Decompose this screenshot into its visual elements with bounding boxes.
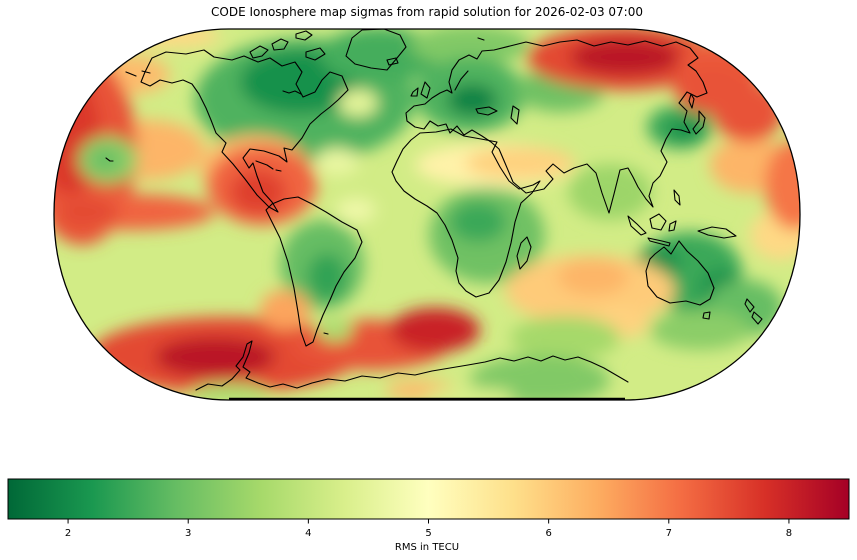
sigma-region-south-atlantic-core — [390, 308, 480, 352]
world-map — [53, 28, 801, 401]
sigma-region-antarctica-mid — [425, 388, 515, 400]
colorbar-tick-label: 6 — [545, 528, 551, 539]
sigma-region-right-edge-red — [765, 140, 800, 230]
sigma-region-mideast-orange-band — [465, 147, 575, 179]
coast-black-sea — [475, 106, 498, 116]
coast-greenland — [345, 28, 407, 71]
sigma-region-south-of-africa-green — [510, 316, 620, 360]
sigma-region-equatorial-core — [56, 199, 120, 225]
sigma-field-clip — [54, 29, 800, 400]
coast-baltic — [454, 70, 469, 91]
colorbar-tick-label: 3 — [185, 528, 191, 539]
coast-sakhalin — [688, 93, 695, 109]
colorbar-tick-label: 4 — [305, 528, 311, 539]
coast-great-lakes — [282, 90, 302, 95]
coast-philippines — [673, 189, 681, 206]
coast-svalbard — [477, 37, 485, 41]
sigma-region-southern-ocean-core — [155, 337, 275, 377]
coast-arctic-island-3 — [295, 30, 313, 41]
coast-japan — [692, 110, 706, 135]
sigma-region-japan-east-red — [713, 82, 783, 142]
chart-title: CODE Ionosphere map sigmas from rapid so… — [211, 5, 643, 19]
sigma-region-falkland-green — [317, 318, 353, 342]
coast-java — [647, 237, 671, 247]
sigma-region-south-of-australia-green — [650, 310, 750, 350]
sigma-region-atlantic-pale-1 — [338, 89, 378, 117]
coast-falklands — [323, 332, 329, 335]
coast-arctic-island-4 — [305, 47, 326, 61]
coast-sumatra — [627, 215, 647, 236]
colorbar-tick-label: 5 — [425, 528, 431, 539]
coast-north-america — [140, 49, 349, 213]
sigma-region-atlantic-pale-3 — [336, 198, 376, 222]
colorbar-ticks: 2 3 4 5 6 7 8 — [65, 519, 792, 539]
coast-antarctica — [195, 340, 629, 391]
coast-borneo — [649, 213, 667, 231]
colorbar-tick-label: 8 — [786, 528, 792, 539]
coast-cuba — [255, 160, 274, 170]
sigma-region-bering-orange — [80, 55, 170, 95]
colorbar: 2 3 4 5 6 7 8 RMS in TECU — [7, 478, 850, 553]
coast-ireland — [410, 87, 419, 97]
sigma-region-hawaii-core — [91, 149, 119, 171]
coast-aleutians — [125, 70, 151, 77]
coast-sulawesi — [668, 220, 677, 232]
coast-new-guinea — [697, 226, 737, 239]
coast-caspian-sea — [510, 105, 520, 125]
sigma-region-east-pacific-core — [230, 170, 286, 214]
coast-hispaniola — [275, 169, 282, 172]
coastlines — [105, 28, 763, 401]
sigma-region-top-left-edge-orange — [120, 29, 220, 48]
coast-nz-south — [751, 311, 763, 325]
sigma-region-atlantic-pale-2 — [315, 148, 359, 176]
colorbar-tick-label: 2 — [65, 528, 71, 539]
colorbar-tick-label: 7 — [666, 528, 672, 539]
coast-arctic-island-2 — [271, 38, 289, 51]
sigma-region-africa-core — [450, 202, 506, 242]
colorbar-label: RMS in TECU — [395, 542, 459, 553]
coast-tasmania — [702, 311, 711, 320]
coast-madagascar — [516, 236, 532, 270]
coast-arctic-island-1 — [249, 45, 269, 59]
sigma-region-arctic-europe — [410, 29, 530, 65]
sigma-region-japan-core — [668, 119, 700, 141]
sigma-region-indian-ocean-core — [558, 259, 628, 295]
sigma-region-south-america-core — [307, 253, 347, 301]
coast-uk — [420, 81, 431, 99]
coast-nz-north — [744, 298, 755, 313]
sigma-region-india — [568, 164, 652, 220]
coast-australia — [645, 240, 715, 306]
sigma-region-siberia-core — [570, 39, 680, 75]
colorbar-gradient — [8, 479, 849, 519]
coast-iceland — [386, 57, 399, 66]
sigma-region-europe-core — [447, 84, 497, 116]
sigma-region-greenland — [320, 29, 440, 83]
sigma-region-south-america-tip-orange — [260, 290, 310, 330]
coast-hawaii — [105, 157, 114, 162]
coast-south-america — [265, 196, 363, 347]
coast-africa — [391, 128, 541, 298]
coast-eurasia — [405, 39, 708, 214]
